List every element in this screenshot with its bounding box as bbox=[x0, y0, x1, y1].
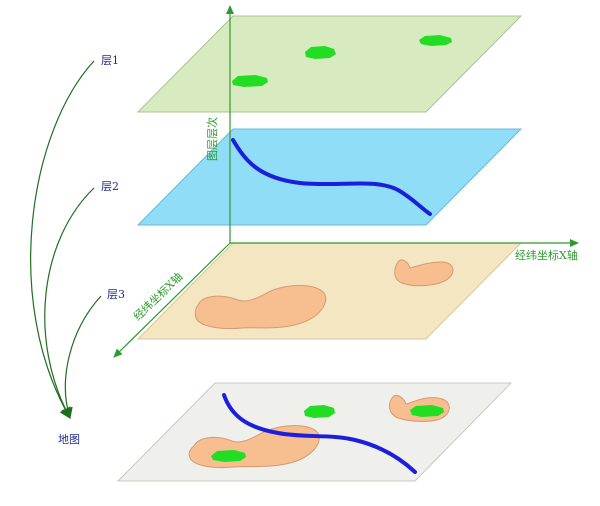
map-plane bbox=[116, 382, 513, 482]
map-point-c bbox=[211, 450, 246, 462]
layer3-label: 层3 bbox=[107, 288, 125, 301]
diagonal-axis bbox=[113, 242, 231, 358]
map-line bbox=[222, 393, 417, 474]
layer1-point-c bbox=[232, 75, 268, 87]
layer1-plane bbox=[136, 15, 523, 113]
layer1-surface bbox=[136, 15, 523, 113]
map-label: 地图 bbox=[58, 433, 80, 446]
layer3-plane bbox=[136, 242, 523, 340]
layer3-polygon-small bbox=[394, 259, 454, 287]
layer1-label: 层1 bbox=[101, 54, 119, 67]
arrow-layer2-to-map bbox=[44, 187, 95, 419]
layer2-label: 层2 bbox=[101, 180, 119, 193]
vertical-axis-label: 图层层次 bbox=[205, 117, 219, 161]
x-axis-label: 经纬坐标X轴 bbox=[515, 248, 578, 262]
layer2-surface bbox=[136, 128, 523, 226]
layer1-point-a bbox=[305, 46, 336, 59]
map-point-b bbox=[410, 405, 444, 417]
arrow-layer1-to-map bbox=[30, 60, 95, 419]
map-point-a bbox=[304, 405, 335, 418]
layer2-line bbox=[231, 138, 432, 216]
layer1-point-b bbox=[419, 35, 452, 46]
layer3-surface bbox=[136, 242, 523, 340]
layer2-plane bbox=[136, 128, 523, 226]
arrow-layer3-to-map bbox=[61, 295, 102, 419]
layer3-polygon-large bbox=[194, 285, 327, 330]
